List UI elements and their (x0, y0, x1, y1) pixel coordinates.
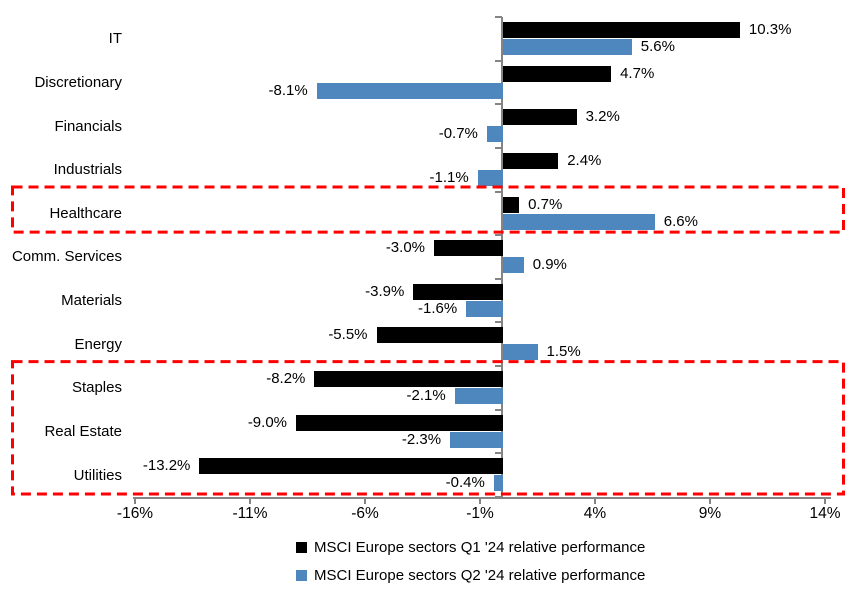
value-label: -13.2% (142, 457, 191, 475)
value-label: -8.2% (266, 370, 306, 388)
x-axis-tick (824, 497, 826, 504)
q2-bar (503, 344, 538, 361)
category-label: Real Estate (44, 423, 122, 441)
x-axis-tick-label: 14% (809, 505, 841, 522)
value-label: -0.4% (445, 474, 485, 492)
value-label: 2.4% (567, 151, 602, 169)
q2-bar (486, 126, 503, 143)
value-label: -3.9% (365, 282, 405, 300)
legend-swatch-q1 (296, 541, 307, 553)
category-boundary-tick (495, 234, 502, 237)
value-label: -2.3% (401, 430, 442, 448)
value-label: 10.3% (748, 21, 792, 38)
q1-bar (376, 327, 503, 344)
q2-bar (466, 300, 503, 317)
q1-bar (503, 65, 612, 82)
q2-bar (477, 169, 503, 186)
q2-bar (316, 82, 503, 99)
value-label: -1.6% (418, 299, 458, 317)
category-label: Materials (61, 292, 122, 310)
q1-bar (434, 240, 503, 257)
q1-bar (503, 196, 520, 213)
x-axis-tick (709, 497, 711, 504)
category-boundary-tick (495, 408, 502, 411)
legend-item: MSCI Europe sectors Q2 '24 relative perf… (296, 561, 645, 589)
value-label: -9.0% (247, 413, 287, 431)
category-label: Discretionary (34, 73, 122, 91)
value-label: -0.7% (438, 125, 478, 143)
x-axis-tick-label: 4% (583, 505, 607, 522)
category-label: IT (108, 30, 122, 48)
category-boundary-tick (495, 277, 502, 280)
value-label: 1.5% (546, 343, 581, 361)
category-boundary-tick (495, 103, 502, 106)
category-boundary-tick (495, 321, 502, 324)
x-axis-tick (249, 497, 251, 504)
category-label: Energy (74, 335, 122, 353)
legend-label: MSCI Europe sectors Q1 '24 relative perf… (314, 538, 646, 556)
q1-bar (296, 414, 503, 431)
value-label: 4.7% (620, 64, 655, 82)
value-label: -2.1% (406, 387, 446, 405)
q1-bar (199, 458, 503, 475)
x-axis-tick (479, 497, 481, 504)
q2-bar (503, 39, 632, 55)
x-axis-tick-label: -1% (466, 505, 494, 522)
x-axis-tick (594, 497, 596, 504)
category-boundary-tick (495, 452, 502, 455)
q1-bar (503, 152, 559, 169)
chart-legend: MSCI Europe sectors Q1 '24 relative perf… (296, 533, 645, 589)
value-label: 5.6% (640, 38, 675, 55)
q2-bar (454, 388, 503, 405)
x-axis-line (133, 497, 831, 499)
q1-bar (314, 371, 503, 388)
category-label: Healthcare (49, 204, 122, 222)
category-label: Financials (54, 117, 122, 135)
value-label: -5.5% (328, 326, 368, 344)
x-axis-tick (134, 497, 136, 504)
value-label: -1.1% (429, 168, 469, 186)
x-axis-tick-label: 9% (698, 505, 722, 522)
x-axis-tick-label: -11% (232, 505, 268, 522)
value-label: 0.9% (532, 256, 567, 274)
y-axis-line (501, 17, 503, 498)
legend-item: MSCI Europe sectors Q1 '24 relative perf… (296, 533, 645, 561)
legend-swatch-q2 (296, 569, 307, 581)
q1-bar (503, 22, 740, 38)
q1-bar (503, 109, 577, 126)
value-label: -8.1% (268, 81, 308, 99)
value-label: -3.0% (385, 239, 425, 257)
legend-label: MSCI Europe sectors Q2 '24 relative perf… (314, 566, 646, 584)
value-label: 3.2% (585, 108, 620, 126)
x-axis-tick-label: -6% (351, 505, 379, 522)
x-axis-tick (364, 497, 366, 504)
category-label: Staples (71, 379, 122, 397)
x-axis-tick-label: -16% (116, 505, 154, 522)
value-label: 0.7% (528, 195, 563, 213)
q2-bar (503, 213, 655, 230)
category-label: Industrials (53, 161, 122, 179)
category-label: Utilities (73, 466, 122, 484)
category-boundary-tick (495, 365, 502, 368)
category-boundary-tick (495, 59, 502, 62)
category-boundary-tick (495, 146, 502, 149)
category-boundary-tick (495, 16, 502, 18)
category-boundary-tick (495, 190, 502, 193)
value-label: 6.6% (663, 212, 698, 230)
q1-bar (413, 283, 503, 300)
category-label: Comm. Services (11, 248, 122, 266)
q2-bar (493, 475, 503, 492)
q2-bar (450, 431, 503, 448)
q2-bar (503, 257, 524, 274)
